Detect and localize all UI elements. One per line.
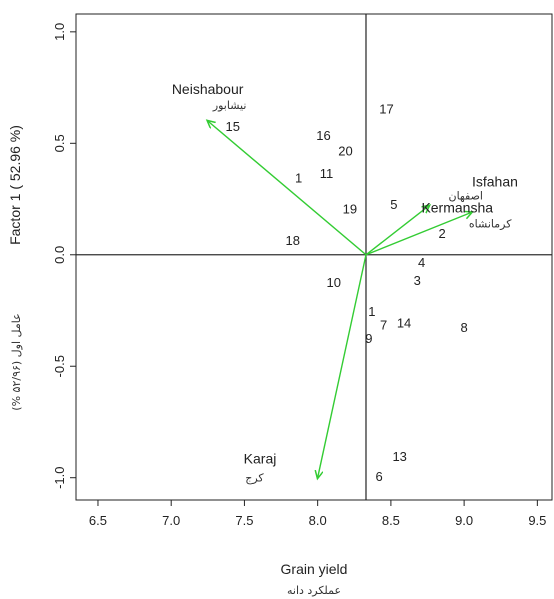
environment-arrow (365, 212, 471, 256)
reference-lines (76, 14, 552, 500)
plot-frame (75, 13, 553, 501)
x-tick-label: 8.0 (309, 513, 327, 528)
genotype-point-label: 18 (286, 233, 300, 248)
x-tick-label: 9.0 (455, 513, 473, 528)
environment-label-alt: کرج (245, 472, 264, 485)
genotype-point-label: 4 (418, 255, 425, 270)
y-tick-label: 0.5 (52, 134, 67, 152)
x-axis-title-alt: عملکرد دانه (287, 584, 341, 597)
y-axis: -1.0 -0.5 0.0 0.5 1.0 (52, 23, 76, 489)
environment-arrow (208, 121, 367, 256)
y-tick-label: 0.0 (52, 246, 67, 264)
x-tick-label: 6.5 (89, 513, 107, 528)
genotype-point-label: 17 (379, 101, 393, 116)
genotype-point-label: 5 (390, 197, 397, 212)
genotype-point-label: 6 (376, 469, 383, 484)
genotype-point-label: 11 (320, 166, 334, 181)
y-axis-title: Factor 1 ( 52.96 %) (7, 125, 23, 245)
genotype-point-label: 2 (439, 226, 446, 241)
y-tick-label: -1.0 (52, 467, 67, 489)
genotype-point-label: 1 (295, 170, 302, 185)
x-tick-label: 8.5 (382, 513, 400, 528)
genotype-point-label: 20 (338, 144, 352, 159)
environment-arrows (208, 121, 472, 478)
x-axis: 6.5 7.0 7.5 8.0 8.5 9.0 9.5 (89, 500, 546, 528)
environment-label-alt: کرمانشاه (469, 217, 512, 230)
environment-label: Isfahan (472, 174, 518, 190)
x-tick-label: 7.5 (235, 513, 253, 528)
environment-label: Neishabour (172, 81, 244, 97)
x-axis-title: Grain yield (281, 561, 348, 577)
y-axis-title-alt: عامل اول (۵۲/۹۶ %) (10, 313, 23, 410)
genotype-point-label: 10 (327, 275, 341, 290)
environment-label-alt: اصفهان (449, 190, 483, 203)
genotype-point-label: 14 (397, 315, 411, 330)
genotype-point-label: 19 (343, 202, 357, 217)
x-tick-label: 9.5 (528, 513, 546, 528)
environment-label: Karaj (244, 451, 277, 467)
genotype-point-label: 1 (368, 304, 375, 319)
environment-label-alt: نیشابور (212, 99, 247, 112)
genotype-point-label: 7 (380, 318, 387, 333)
environment-arrow (365, 206, 429, 256)
y-tick-label: 1.0 (52, 23, 67, 41)
y-tick-label: -0.5 (52, 355, 67, 377)
genotype-point-label: 16 (316, 128, 330, 143)
genotype-point-label: 3 (414, 273, 421, 288)
environment-arrow (318, 254, 367, 478)
environment-label: Kermansha (421, 199, 493, 215)
genotype-point-label: 15 (225, 119, 239, 134)
genotype-point-label: 13 (392, 449, 406, 464)
genotype-point-label: 9 (365, 331, 372, 346)
x-tick-label: 7.0 (162, 513, 180, 528)
genotype-point-label: 8 (461, 320, 468, 335)
